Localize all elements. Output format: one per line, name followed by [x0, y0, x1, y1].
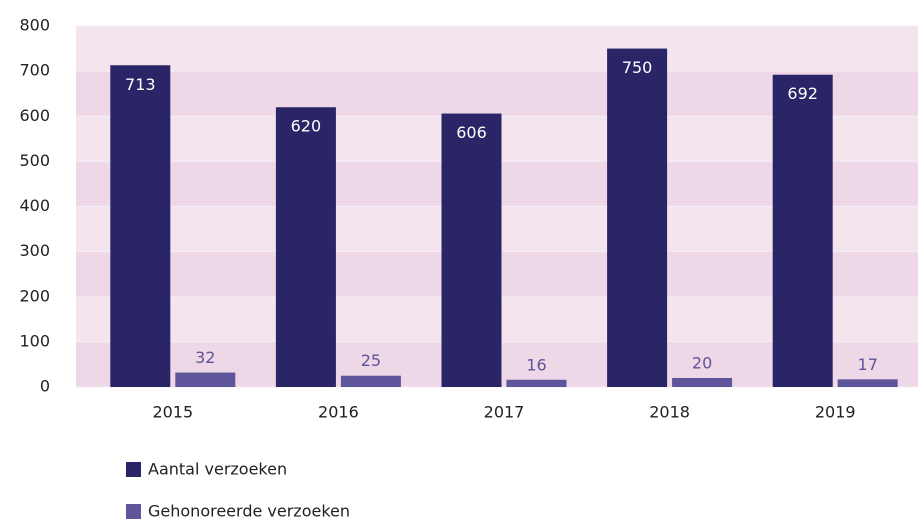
value-label: 16: [526, 355, 546, 374]
legend-swatch: [126, 462, 141, 477]
value-label: 692: [787, 84, 818, 103]
bar: [607, 48, 668, 387]
value-label: 713: [125, 75, 156, 94]
bar: [506, 379, 567, 387]
legend-label: Gehonoreerde verzoeken: [148, 502, 350, 519]
y-tick-label: 400: [19, 196, 50, 215]
x-tick-label: 2018: [649, 403, 690, 422]
y-tick-label: 700: [19, 61, 50, 80]
legend-label: Aantal verzoeken: [148, 460, 287, 479]
bar: [340, 375, 401, 387]
y-tick-label: 300: [19, 241, 50, 260]
value-label: 32: [195, 348, 215, 367]
value-label: 606: [456, 123, 487, 142]
y-tick-label: 500: [19, 151, 50, 170]
grid-band: [76, 26, 918, 72]
bar: [441, 113, 502, 387]
y-tick-label: 800: [19, 16, 50, 35]
bar: [275, 107, 336, 387]
x-tick-label: 2019: [815, 403, 856, 422]
y-tick-label: 200: [19, 286, 50, 305]
x-tick-label: 2017: [484, 403, 525, 422]
bar: [672, 377, 733, 387]
value-label: 750: [622, 58, 653, 77]
x-tick-label: 2016: [318, 403, 359, 422]
y-tick-label: 0: [40, 377, 50, 396]
value-label: 620: [291, 117, 322, 136]
y-tick-label: 600: [19, 106, 50, 125]
y-tick-label: 100: [19, 331, 50, 350]
value-label: 17: [858, 355, 878, 374]
bar: [175, 372, 236, 387]
value-label: 25: [361, 351, 381, 370]
bar: [110, 65, 171, 387]
legend-swatch: [126, 504, 141, 519]
x-tick-label: 2015: [152, 403, 193, 422]
value-label: 20: [692, 353, 712, 372]
bar: [772, 74, 833, 388]
bar: [837, 379, 898, 387]
